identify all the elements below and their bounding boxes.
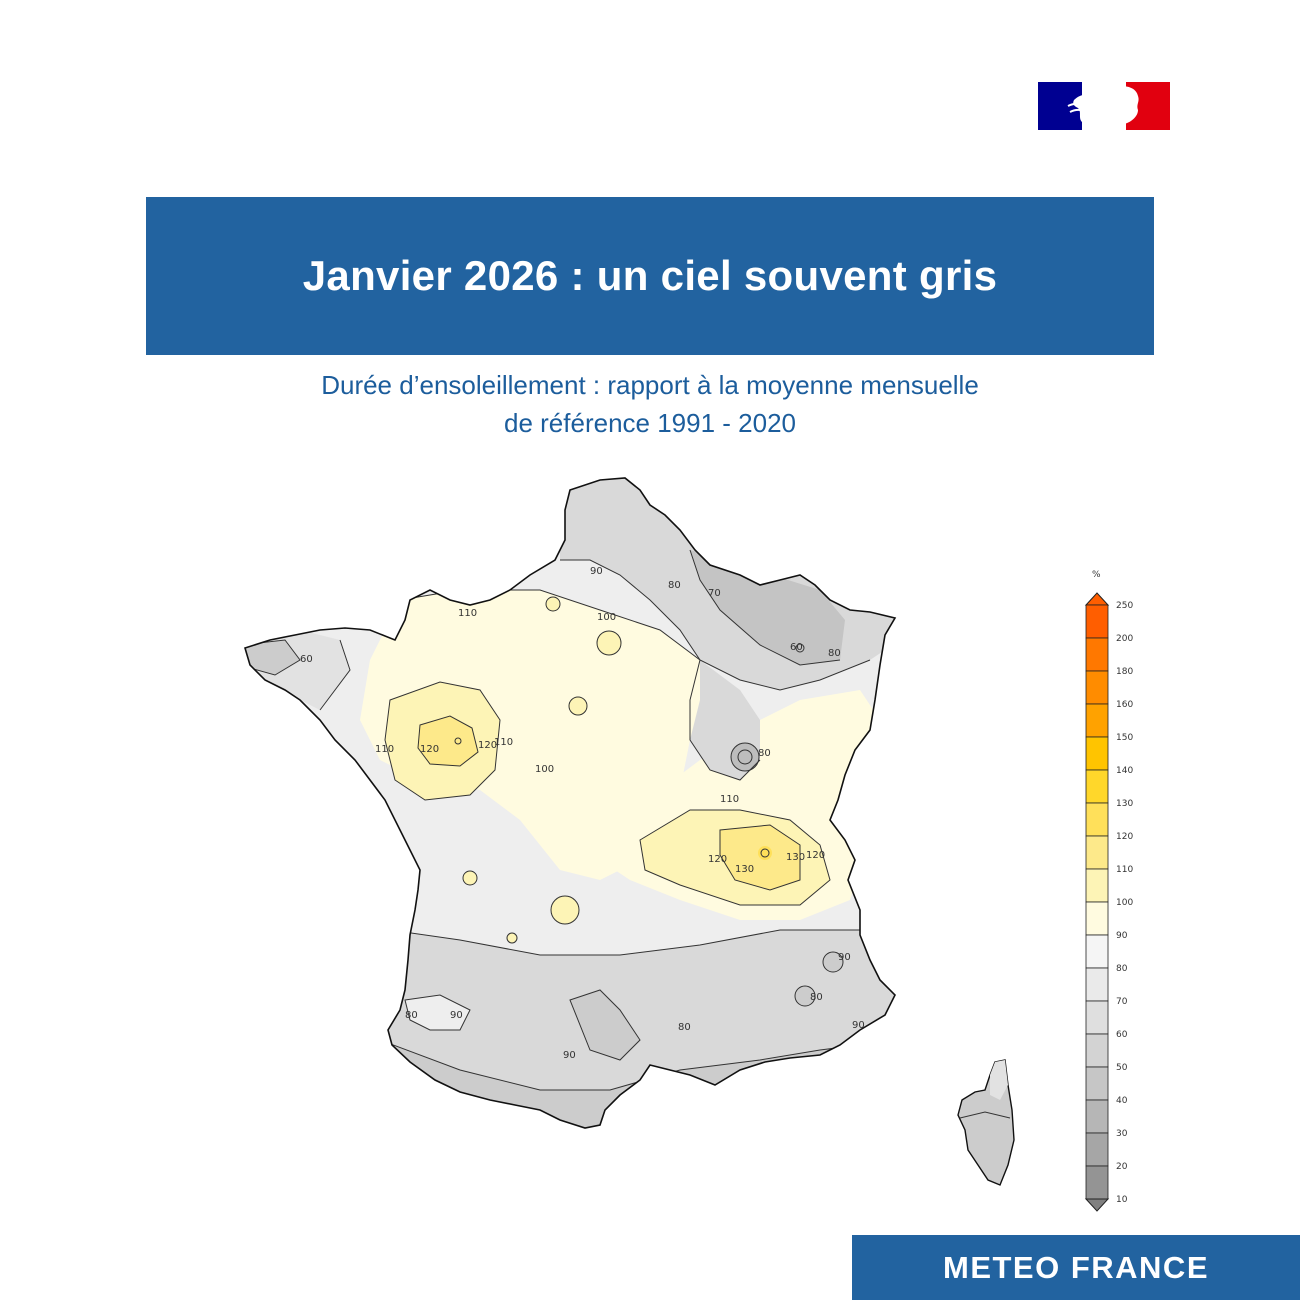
contour-label: 90: [450, 1010, 463, 1021]
map-subtitle: Durée d’ensoleillement : rapport à la mo…: [150, 366, 1150, 442]
legend-label: 60: [1116, 1030, 1128, 1040]
contour-label: 110: [720, 794, 739, 805]
legend-label: 130: [1116, 799, 1133, 809]
legend-band: [1085, 703, 1109, 738]
legend-label: 50: [1116, 1063, 1128, 1073]
contour-label: 90: [838, 952, 851, 963]
legend-unit: %: [1092, 570, 1101, 580]
legend-label: 200: [1116, 634, 1133, 644]
contour-label: 110: [375, 744, 394, 755]
brand-text: METEO FRANCE: [943, 1249, 1209, 1285]
republique-francaise-marianne-logo: [1038, 82, 1170, 130]
contour-label: 120: [708, 854, 727, 865]
legend-labels: 250 200 180 160 150 140 130 120 110 100 90 80 70 60 50…: [1116, 601, 1133, 1205]
legend-label: 80: [1116, 964, 1128, 974]
legend-label: 30: [1116, 1129, 1128, 1139]
contour-label: 120: [478, 740, 497, 751]
legend-band: [1085, 934, 1109, 969]
contour-label: 80: [668, 580, 681, 591]
legend-label: 40: [1116, 1096, 1128, 1106]
legend-label: 120: [1116, 832, 1133, 842]
contour-label: 80: [828, 648, 841, 659]
contour-label: 100: [597, 612, 616, 623]
legend-band: [1085, 1033, 1109, 1068]
subtitle-line-1: Durée d’ensoleillement : rapport à la mo…: [321, 370, 979, 400]
contour-label: 120: [806, 850, 825, 861]
legend-band: [1085, 769, 1109, 804]
france-coastline: [244, 477, 897, 1129]
legend-label: 20: [1116, 1162, 1128, 1172]
legend-label: 160: [1116, 700, 1133, 710]
legend-label: 110: [1116, 865, 1133, 875]
contour-label: 110: [458, 608, 477, 619]
meteo-france-brand: METEO FRANCE: [852, 1235, 1300, 1300]
legend-band: [1085, 1099, 1109, 1134]
page-title: Janvier 2026 : un ciel souvent gris: [302, 252, 998, 299]
contour-fill: [245, 478, 895, 1128]
title-banner: Janvier 2026 : un ciel souvent gris: [146, 197, 1154, 355]
contour-label: 130: [786, 852, 805, 863]
legend-label: 100: [1116, 898, 1133, 908]
contour-label: 90: [563, 1050, 576, 1061]
contour-label: 90: [590, 566, 603, 577]
legend-band: [1085, 1165, 1109, 1200]
contour-label: 70: [708, 588, 721, 599]
contour-label: 80: [405, 1010, 418, 1021]
legend-label: 250: [1116, 601, 1133, 611]
legend-bottom-arrow: [1084, 1198, 1110, 1212]
contour-label: 80: [678, 1022, 691, 1033]
legend-band: [1085, 1066, 1109, 1101]
contour-label: 110: [494, 737, 513, 748]
legend-label: 150: [1116, 733, 1133, 743]
corsica: [957, 1059, 1015, 1186]
contour-label: 80: [810, 992, 823, 1003]
legend-band: [1085, 637, 1109, 672]
legend-band: [1085, 835, 1109, 870]
legend-band: [1085, 670, 1109, 705]
legend-band: [1085, 868, 1109, 903]
contour-label: 100: [535, 764, 554, 775]
legend-band: [1085, 1132, 1109, 1167]
color-scale-legend: % 250 200 180 160 150 140 130 120 110 100 90 80 70 60…: [1084, 570, 1133, 1212]
contour-label: 130: [735, 864, 754, 875]
legend-label: 70: [1116, 997, 1128, 1007]
contour-labels: 90 80 70 60 80 60 100 110 110 120 120 11…: [300, 566, 865, 1061]
contour-label: 80: [758, 748, 771, 759]
legend-band: [1085, 1000, 1109, 1035]
legend-top-arrow: [1084, 592, 1110, 606]
contour-label: 60: [790, 642, 803, 653]
legend-band: [1085, 967, 1109, 1002]
legend-band: [1085, 736, 1109, 771]
legend-band: [1085, 901, 1109, 936]
contour-label: 90: [852, 1020, 865, 1031]
legend-label: 140: [1116, 766, 1133, 776]
contour-label: 120: [420, 744, 439, 755]
contour-label: 60: [300, 654, 313, 665]
legend-label: 10: [1116, 1195, 1128, 1205]
legend-bands: [1084, 592, 1110, 1212]
legend-label: 180: [1116, 667, 1133, 677]
legend-band: [1085, 604, 1109, 639]
subtitle-line-2: de référence 1991 - 2020: [504, 408, 796, 438]
legend-label: 90: [1116, 931, 1128, 941]
legend-band: [1085, 802, 1109, 837]
